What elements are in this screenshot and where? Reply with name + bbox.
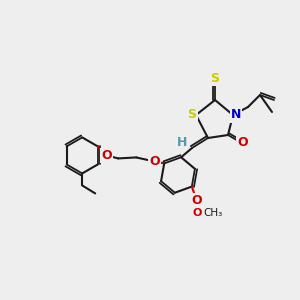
Text: H: H (177, 136, 187, 148)
Text: S: S (211, 71, 220, 85)
Text: O: O (191, 194, 202, 207)
Text: O: O (192, 208, 202, 218)
Text: O: O (238, 136, 248, 148)
Text: CH₃: CH₃ (204, 208, 223, 218)
Text: S: S (188, 109, 196, 122)
Text: O: O (149, 155, 160, 168)
Text: O: O (101, 149, 112, 162)
Text: N: N (231, 109, 241, 122)
